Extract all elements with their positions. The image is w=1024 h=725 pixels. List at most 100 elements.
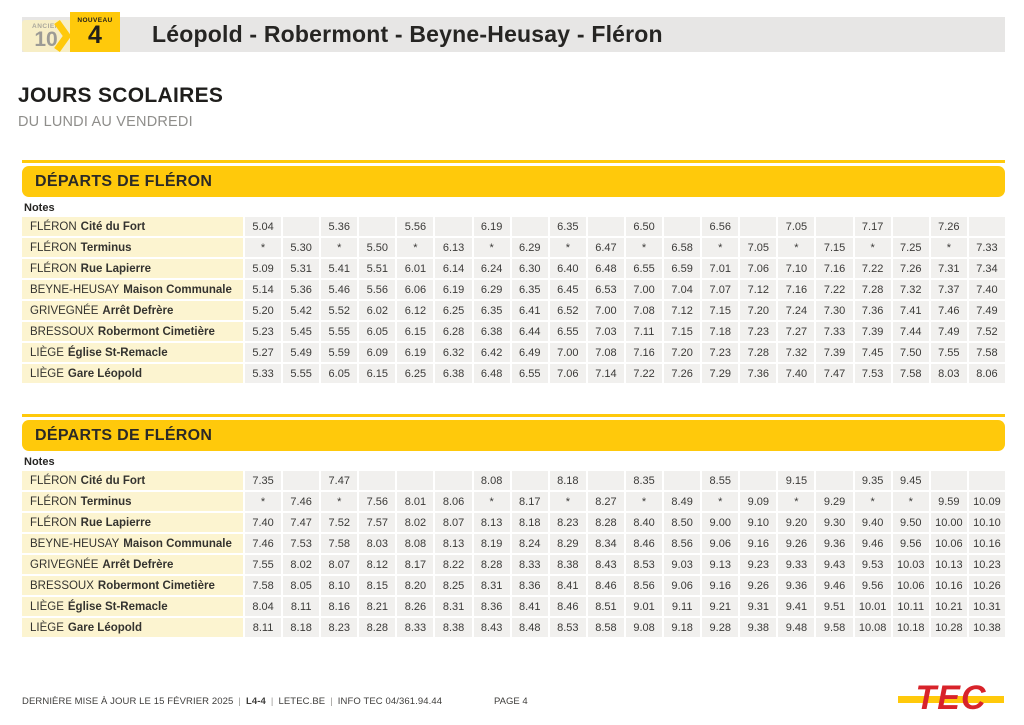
route-title: Léopold - Robermont - Beyne-Heusay - Flé…: [152, 21, 663, 47]
time-cell: 9.46: [854, 534, 891, 553]
time-cell: 5.56: [359, 280, 396, 299]
time-cell: 7.04: [664, 280, 701, 299]
departures-header-2: DÉPARTS DE FLÉRON: [22, 420, 1005, 451]
time-cell: 7.41: [892, 301, 929, 320]
time-cell: 5.30: [283, 238, 320, 257]
new-line-badge: NOUVEAU 4: [70, 12, 120, 52]
time-cell: 6.24: [473, 259, 510, 278]
time-cell: 7.36: [854, 301, 891, 320]
time-cell: 6.52: [549, 301, 586, 320]
station-cell: LIÈGE Église St-Remacle: [22, 343, 243, 362]
time-cell: 10.13: [930, 555, 967, 574]
time-cell: 9.45: [892, 471, 929, 490]
time-cell: 8.02: [397, 513, 434, 532]
time-cell: 6.19: [397, 343, 434, 362]
time-cell: 7.44: [892, 322, 929, 341]
time-cell: 5.55: [283, 364, 320, 383]
time-cell: 7.26: [892, 259, 929, 278]
time-cell: 6.14: [435, 259, 472, 278]
time-cell: 7.05: [778, 217, 815, 236]
time-cell: 7.50: [892, 343, 929, 362]
time-cell: 7.33: [968, 238, 1005, 257]
time-cell: 7.08: [587, 343, 624, 362]
station-prefix: LIÈGE: [30, 621, 64, 634]
time-cell: 6.55: [625, 259, 663, 278]
time-cell: 7.03: [587, 322, 624, 341]
time-cell: 8.06: [968, 364, 1005, 383]
time-cell: 5.45: [283, 322, 320, 341]
time-cell: 7.15: [664, 322, 701, 341]
page-number: PAGE 4: [494, 696, 528, 707]
time-cell: [511, 217, 548, 236]
time-cell: 7.47: [283, 513, 320, 532]
time-cell: 7.46: [930, 301, 967, 320]
station-name: Cité du Fort: [80, 474, 146, 487]
time-cell: 8.55: [702, 471, 739, 490]
time-cell: 10.16: [930, 576, 967, 595]
time-cell: 8.28: [473, 555, 510, 574]
time-cell: 5.42: [283, 301, 320, 320]
time-cell: 6.55: [549, 322, 586, 341]
notes-label-2: Notes: [24, 456, 55, 468]
time-cell: 9.03: [664, 555, 701, 574]
time-cell: *: [930, 238, 967, 257]
time-cell: 8.34: [587, 534, 624, 553]
time-cell: 7.18: [702, 322, 739, 341]
time-cell: *: [473, 492, 510, 511]
time-cell: 8.16: [321, 597, 358, 616]
time-cell: 7.53: [854, 364, 891, 383]
station-prefix: LIÈGE: [30, 346, 64, 359]
time-cell: 8.56: [664, 534, 701, 553]
time-cell: 7.27: [778, 322, 815, 341]
time-cell: 10.09: [968, 492, 1005, 511]
time-cell: *: [549, 238, 586, 257]
station-prefix: FLÉRON: [30, 241, 77, 254]
time-cell: 5.31: [283, 259, 320, 278]
station-cell: LIÈGE Gare Léopold: [22, 364, 243, 383]
station-cell: LIÈGE Église St-Remacle: [22, 597, 243, 616]
time-cell: [283, 471, 320, 490]
time-cell: 9.16: [740, 534, 777, 553]
time-cell: 8.24: [511, 534, 548, 553]
time-cell: 9.01: [625, 597, 663, 616]
time-cell: 9.21: [702, 597, 739, 616]
time-cell: 9.36: [778, 576, 815, 595]
time-cell: 10.11: [892, 597, 929, 616]
time-cell: 7.14: [587, 364, 624, 383]
time-cell: 8.40: [625, 513, 663, 532]
time-cell: 7.00: [625, 280, 663, 299]
time-cell: 8.08: [397, 534, 434, 553]
time-cell: 8.53: [625, 555, 663, 574]
old-line-label: ANCIEN: [32, 22, 60, 30]
time-cell: 5.49: [283, 343, 320, 362]
time-cell: 8.04: [245, 597, 282, 616]
station-name: Église St-Remacle: [67, 600, 168, 613]
departures-header-1: DÉPARTS DE FLÉRON: [22, 166, 1005, 197]
time-cell: [283, 217, 320, 236]
time-cell: 9.06: [664, 576, 701, 595]
station-name: Cité du Fort: [80, 220, 146, 233]
time-cell: [435, 471, 472, 490]
time-cell: 6.56: [702, 217, 739, 236]
time-cell: [968, 217, 1005, 236]
station-prefix: FLÉRON: [30, 220, 77, 233]
station-prefix: FLÉRON: [30, 262, 77, 275]
time-cell: 7.16: [778, 280, 815, 299]
time-cell: 9.28: [702, 618, 739, 637]
time-cell: 6.29: [511, 238, 548, 257]
time-cell: 7.24: [778, 301, 815, 320]
time-cell: 6.42: [473, 343, 510, 362]
time-cell: 8.28: [359, 618, 396, 637]
time-cell: 6.05: [359, 322, 396, 341]
time-cell: 7.58: [245, 576, 282, 595]
time-cell: 6.19: [435, 280, 472, 299]
time-cell: 6.48: [587, 259, 624, 278]
time-cell: 8.03: [359, 534, 396, 553]
timetable-1: FLÉRON Cité du Fort 5.04 5.36 5.56 6.19 6.35 6.…: [22, 217, 1005, 383]
time-cell: 5.33: [245, 364, 282, 383]
time-cell: 9.11: [664, 597, 701, 616]
time-cell: 7.11: [625, 322, 663, 341]
time-cell: 5.52: [321, 301, 358, 320]
footer-separator: |: [330, 696, 333, 707]
time-cell: 7.40: [968, 280, 1005, 299]
